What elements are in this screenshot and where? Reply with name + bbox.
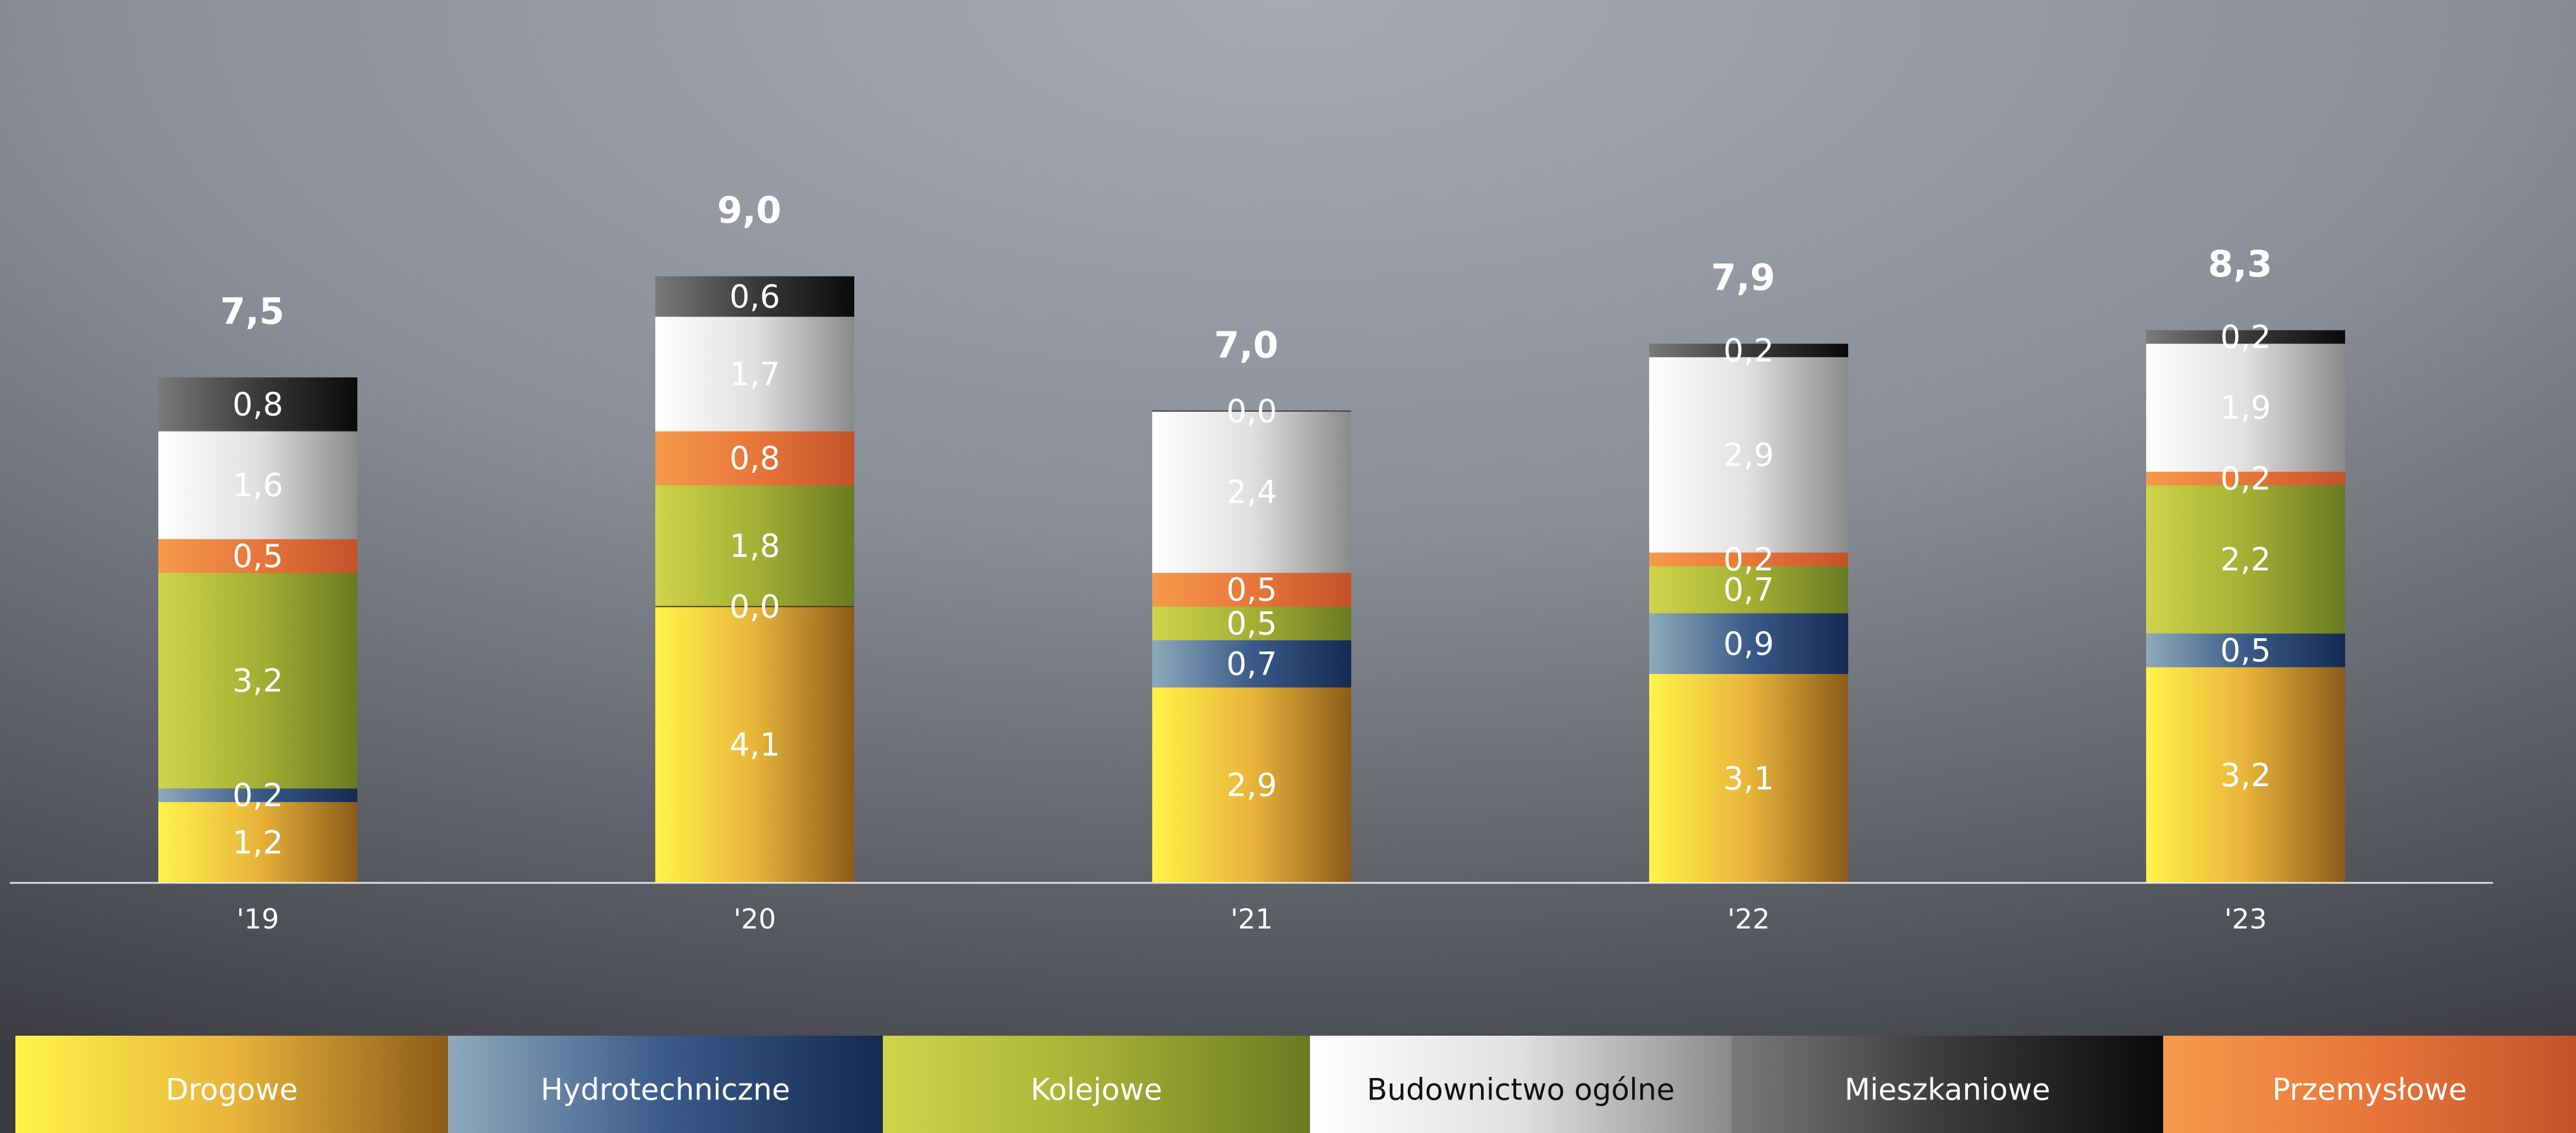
bar-segment-drogowe-4 [2146, 667, 2345, 883]
bar-segment-drogowe-2 [1152, 687, 1351, 883]
bar-segment-kolejowe-1 [655, 485, 854, 607]
zero-segment-label-1-0: 0,0 [729, 588, 780, 625]
bar-segment-mieszkaniowe-0 [158, 377, 357, 432]
zero-segment-label-2-0: 0,0 [1226, 393, 1277, 430]
bar-segment-drogowe-3 [1649, 673, 1848, 883]
legend-swatch-mieszkaniowe [1732, 1036, 2163, 1133]
x-tick-label-2: '21 [1230, 903, 1273, 935]
segment-label-mieszkaniowe-0: 0,8 [233, 386, 283, 423]
legend-label-kolejowe: Kolejowe [1031, 1073, 1162, 1107]
legend-label-hydrotechniczne: Hydrotechniczne [541, 1073, 791, 1107]
legend-swatch-kolejowe [883, 1036, 1310, 1133]
legend-label-przemyslowe: Przemysłowe [2273, 1073, 2467, 1107]
segment-label-przemyslowe-1: 0,8 [729, 440, 780, 477]
bar-segment-hydrotechniczne-4 [2146, 633, 2345, 667]
segment-label-drogowe-4: 3,2 [2220, 756, 2271, 794]
segment-label-hydrotechniczne-3: 0,9 [1723, 625, 1774, 662]
bar-segment-hydrotechniczne-2 [1152, 640, 1351, 688]
legend-swatch-przemyslowe [2163, 1036, 2576, 1133]
bar-segment-budownictwo-ogolne-2 [1152, 411, 1351, 573]
bar-segment-przemyslowe-3 [1649, 552, 1848, 566]
segment-label-hydrotechniczne-0: 0,2 [233, 777, 283, 814]
segment-label-kolejowe-4: 2,2 [2220, 541, 2271, 578]
total-label-2: 7,0 [1214, 324, 1279, 366]
bar-segment-kolejowe-3 [1649, 566, 1848, 614]
segment-label-drogowe-3: 3,1 [1723, 760, 1774, 797]
legend-label-budownictwo-ogolne: Budownictwo ogólne [1367, 1073, 1674, 1107]
segment-label-przemyslowe-0: 0,5 [233, 537, 283, 574]
bar-segment-mieszkaniowe-4 [2146, 330, 2345, 344]
segment-label-mieszkaniowe-3: 0,2 [1723, 331, 1774, 369]
segment-label-mieszkaniowe-1: 0,6 [729, 278, 780, 315]
segment-label-kolejowe-1: 1,8 [729, 527, 780, 565]
bar-segment-kolejowe-4 [2146, 485, 2345, 634]
bar-segment-mieszkaniowe-3 [1649, 344, 1848, 357]
segment-labels-layer: 1,2 0,2 3,2 0,5 1,6 0,8 4,1 1,8 0,8 1,7 0,6 0,0 2,9 0… [233, 278, 2271, 861]
segment-label-drogowe-2: 2,9 [1226, 766, 1277, 804]
bar-segment-hydrotechniczne-3 [1649, 613, 1848, 674]
legend-label-drogowe: Drogowe [165, 1073, 297, 1107]
bar-segment-mieszkaniowe-1 [655, 276, 854, 317]
x-tick-label-0: '19 [236, 903, 279, 935]
segment-label-budownictwo-ogolne-1: 1,7 [729, 355, 780, 393]
bar-segment-budownictwo-ogolne-3 [1649, 357, 1848, 553]
bar-segment-hydrotechniczne-0 [158, 788, 357, 802]
total-label-1: 9,0 [717, 189, 782, 231]
bar-segment-przemyslowe-2 [1152, 573, 1351, 607]
total-label-3: 7,9 [1711, 257, 1776, 299]
legend-label-mieszkaniowe: Mieszkaniowe [1844, 1073, 2050, 1107]
segment-label-mieszkaniowe-4: 0,2 [2220, 318, 2271, 356]
legend-swatch-hydrotechniczne [448, 1036, 883, 1133]
segment-label-budownictwo-ogolne-3: 2,9 [1723, 436, 1774, 473]
segment-label-budownictwo-ogolne-4: 1,9 [2220, 389, 2271, 427]
segment-label-hydrotechniczne-4: 0,5 [2220, 632, 2271, 669]
bar-segment-przemyslowe-0 [158, 539, 357, 573]
bar-segment-budownictwo-ogolne-1 [655, 317, 854, 432]
segment-label-kolejowe-0: 3,2 [233, 662, 283, 699]
bar-segment-drogowe-0 [158, 802, 357, 883]
segment-label-przemyslowe-2: 0,5 [1226, 571, 1277, 609]
total-label-4: 8,3 [2208, 243, 2273, 285]
segment-label-przemyslowe-4: 0,2 [2220, 460, 2271, 497]
bar-segment-przemyslowe-4 [2146, 472, 2345, 485]
bar-segment-budownictwo-ogolne-0 [158, 431, 357, 539]
x-tick-label-4: '23 [2224, 903, 2267, 935]
segment-label-drogowe-0: 1,2 [233, 824, 283, 861]
bar-segment-kolejowe-2 [1152, 606, 1351, 640]
bar-segment-kolejowe-0 [158, 573, 357, 789]
segment-label-hydrotechniczne-2: 0,7 [1226, 645, 1277, 683]
segment-label-kolejowe-2: 0,5 [1226, 605, 1277, 642]
segment-label-budownictwo-ogolne-2: 2,4 [1226, 473, 1277, 511]
bar-segment-drogowe-1 [655, 606, 854, 883]
x-tick-label-1: '20 [733, 903, 776, 935]
segment-label-drogowe-1: 4,1 [729, 726, 780, 764]
segment-label-budownictwo-ogolne-0: 1,6 [233, 467, 283, 504]
x-tick-labels-layer: '19 '20 '21 '22 '23 [236, 903, 2267, 935]
total-labels-layer: 7,5 9,0 7,0 7,9 8,3 [220, 189, 2273, 366]
bars-layer [158, 276, 2345, 883]
segment-label-przemyslowe-3: 0,2 [1723, 541, 1774, 578]
x-tick-label-3: '22 [1727, 903, 1770, 935]
legend-swatch-drogowe [15, 1036, 448, 1133]
legend: Drogowe Hydrotechniczne Kolejowe Budownictw… [15, 1036, 2576, 1133]
bar-segment-przemyslowe-1 [655, 431, 854, 485]
bar-segment-budownictwo-ogolne-4 [2146, 344, 2345, 472]
total-label-0: 7,5 [220, 290, 285, 333]
legend-swatch-budownictwo-ogolne [1310, 1036, 1732, 1133]
segment-label-kolejowe-3: 0,7 [1723, 571, 1774, 609]
